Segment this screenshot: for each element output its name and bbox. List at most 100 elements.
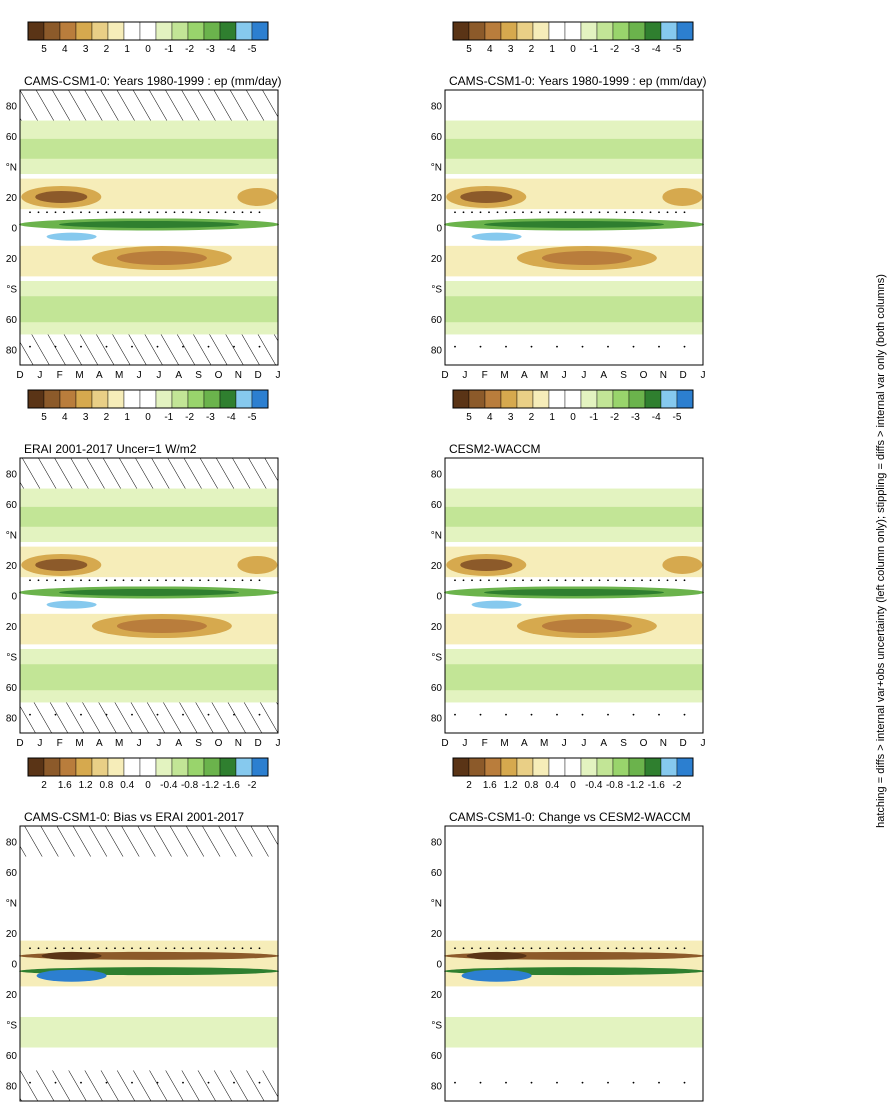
stipple-dot (513, 579, 516, 582)
x-tick-label: J (156, 738, 161, 749)
mid-lat-diff (20, 1016, 278, 1048)
stipple-dot (29, 713, 31, 716)
sh-storm-core (20, 296, 278, 323)
y-tick-label: 80 (431, 837, 443, 848)
stipple-dot (530, 345, 533, 348)
stipple-dot (615, 947, 618, 950)
itcz-core (484, 588, 664, 596)
colorbar: 5 4 3 2 1 0 -1 -2 -3 -4 -5 (452, 21, 694, 55)
stipple-dot (80, 345, 82, 348)
stipple-dot (63, 579, 65, 582)
plot-frame (444, 457, 704, 734)
colorbar-cell (532, 389, 550, 409)
colorbar-tick: 1 (124, 44, 130, 55)
stipple-dot (182, 947, 184, 950)
colorbar-tick: -0.8 (181, 780, 199, 791)
x-tick-label: M (540, 370, 548, 381)
stipple-dot (173, 579, 176, 582)
colorbar-cell (644, 757, 662, 777)
colorbar-cell (187, 389, 205, 409)
x-tick-label: D (16, 370, 23, 381)
colorbar-tick: 5 (466, 412, 472, 423)
stipple-dot (165, 211, 167, 214)
x-tick-label: D (441, 738, 448, 749)
stipple-dot (522, 211, 524, 214)
stipple-dot (683, 579, 686, 582)
stipple-dot (547, 947, 550, 950)
colorbar-tick: 1.2 (504, 780, 518, 791)
y-tick-label: 0 (436, 592, 442, 603)
stipple-dot (29, 947, 31, 950)
stipple-dot (29, 579, 31, 582)
stipple-dot (581, 579, 584, 582)
colorbar-cell (660, 757, 678, 777)
stipple-dot (165, 579, 167, 582)
y-tick-label: 20 (431, 193, 443, 204)
stipple-dot (556, 1081, 558, 1084)
stipple-dot (598, 211, 601, 214)
y-tick-label: 80 (431, 1082, 443, 1093)
stipple-dot (505, 579, 507, 582)
stipple-dot (233, 1081, 235, 1084)
stipple-dot (488, 947, 490, 950)
colorbar-cell (251, 21, 269, 41)
nh-storm-core (445, 138, 703, 159)
nh-storm-core (20, 506, 278, 527)
stipple-dot (683, 1081, 686, 1084)
colorbar-cell (59, 389, 77, 409)
colorbar-cell (612, 21, 630, 41)
stipple-dot (173, 211, 176, 214)
stipple-dot (658, 211, 660, 214)
stipple-dot (114, 579, 116, 582)
stipple-dot (675, 947, 677, 950)
colorbar-tick: -4 (652, 44, 661, 55)
stipple-dot (233, 947, 235, 950)
x-tick-label: O (215, 738, 223, 749)
positive-diff-core (466, 951, 527, 960)
stipple-dot (530, 1081, 533, 1084)
stipple-dot (190, 947, 193, 950)
stipple-dot (454, 1081, 456, 1084)
stipple-dot (505, 947, 507, 950)
stipple-dot (80, 579, 82, 582)
colorbar-tick: -4 (652, 412, 661, 423)
colorbar-cell (452, 389, 470, 409)
colorbar-tick: 2 (466, 780, 472, 791)
y-tick-label: 80 (6, 837, 18, 848)
stipple-dot (641, 579, 643, 582)
stipple-dot (658, 713, 660, 716)
stipple-dot (54, 211, 57, 214)
y-tick-label: °N (431, 530, 442, 541)
y-tick-label: 80 (6, 346, 18, 357)
y-tick-label: 20 (6, 193, 18, 204)
itcz-max (471, 600, 522, 609)
colorbar-tick: -2 (673, 780, 682, 791)
stipple-dot (479, 1081, 482, 1084)
stipple-dot (207, 211, 210, 214)
colorbar-tick: 5 (466, 44, 472, 55)
mid-lat-diff (445, 1016, 703, 1048)
stipple-dot (632, 1081, 635, 1084)
y-tick-label: °S (6, 1021, 17, 1032)
stipple-dot (573, 947, 575, 950)
colorbar-cell (580, 757, 598, 777)
colorbar-cell (43, 21, 61, 41)
colorbar-tick: 3 (508, 412, 514, 423)
stipple-dot (658, 579, 660, 582)
y-tick-label: 60 (431, 132, 443, 143)
stipple-dot (156, 345, 159, 348)
nh-storm-core (445, 506, 703, 527)
x-tick-label: J (137, 370, 142, 381)
stipple-dot (199, 211, 201, 214)
stipple-dot (556, 713, 558, 716)
x-tick-label: F (57, 738, 63, 749)
colorbar-cell (43, 757, 61, 777)
stipple-dot (29, 211, 31, 214)
stipple-dot (607, 579, 609, 582)
itcz-core (484, 220, 664, 228)
stipple-dot (156, 1081, 159, 1084)
x-tick-label: J (462, 370, 467, 381)
colorbar-cell (91, 389, 109, 409)
